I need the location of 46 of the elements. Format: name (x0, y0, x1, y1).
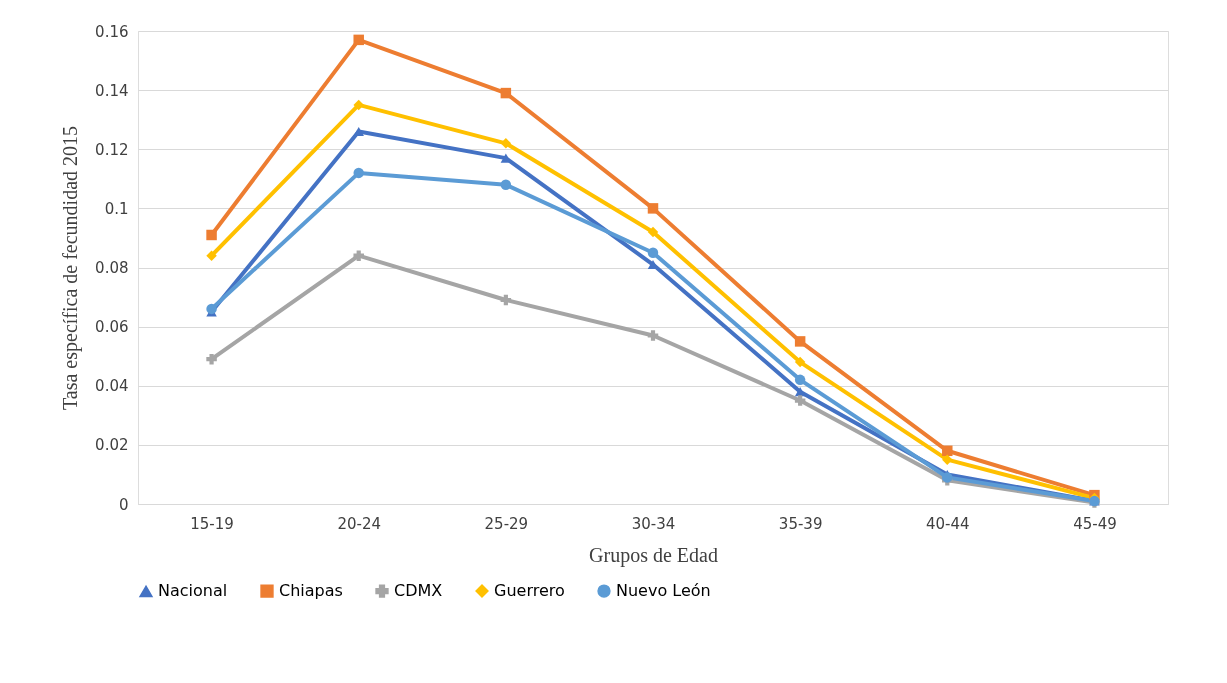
y-axis-title: Tasa específica de fecundidad 2015 (59, 125, 83, 411)
y-tick-label: 0.04 (95, 377, 129, 396)
point (206, 303, 217, 315)
legend-label: CDMX (394, 581, 443, 601)
point (353, 126, 364, 137)
y-tick-label: 0.1 (104, 199, 129, 218)
x-tick-label: 40-44 (925, 514, 970, 533)
point (206, 229, 217, 241)
point (647, 203, 659, 214)
legend-label: Guerrero (494, 581, 565, 601)
y-tick-label: 0.16 (95, 22, 129, 41)
x-tick-label: 30-34 (631, 514, 676, 533)
point (353, 250, 364, 261)
point (500, 138, 512, 149)
x-tick-label: 15-19 (190, 514, 234, 533)
point (500, 87, 512, 99)
point (942, 445, 953, 457)
point (794, 395, 806, 406)
x-tick-label: 35-39 (778, 514, 823, 533)
point (794, 374, 806, 386)
point (206, 353, 217, 365)
legend-label: Nacional (158, 581, 228, 601)
x-tick-label: 25-29 (484, 514, 529, 533)
y-tick-label: 0.08 (95, 259, 129, 277)
y-tick-label: 0.06 (95, 318, 129, 337)
point (353, 167, 364, 179)
legend-label: Nuevo León (616, 581, 711, 601)
point (353, 34, 364, 46)
point (647, 226, 659, 238)
x-tick-label: 20-24 (337, 514, 382, 533)
point (500, 294, 512, 306)
point (353, 99, 364, 111)
legend-label: Chiapas (279, 581, 343, 601)
y-tick-label: 0 (118, 495, 129, 514)
y-tick-label: 0.12 (95, 140, 129, 159)
point (206, 250, 217, 261)
y-tick-label: 0.14 (95, 81, 129, 100)
y-tick-label: 0.02 (95, 436, 129, 455)
x-tick-label: 45-49 (1073, 514, 1117, 533)
point (794, 356, 806, 368)
point (647, 330, 659, 341)
point (500, 179, 512, 190)
x-axis-title: Grupos de Edad (589, 543, 718, 567)
point (647, 247, 659, 258)
point (942, 454, 953, 465)
point (794, 336, 806, 347)
